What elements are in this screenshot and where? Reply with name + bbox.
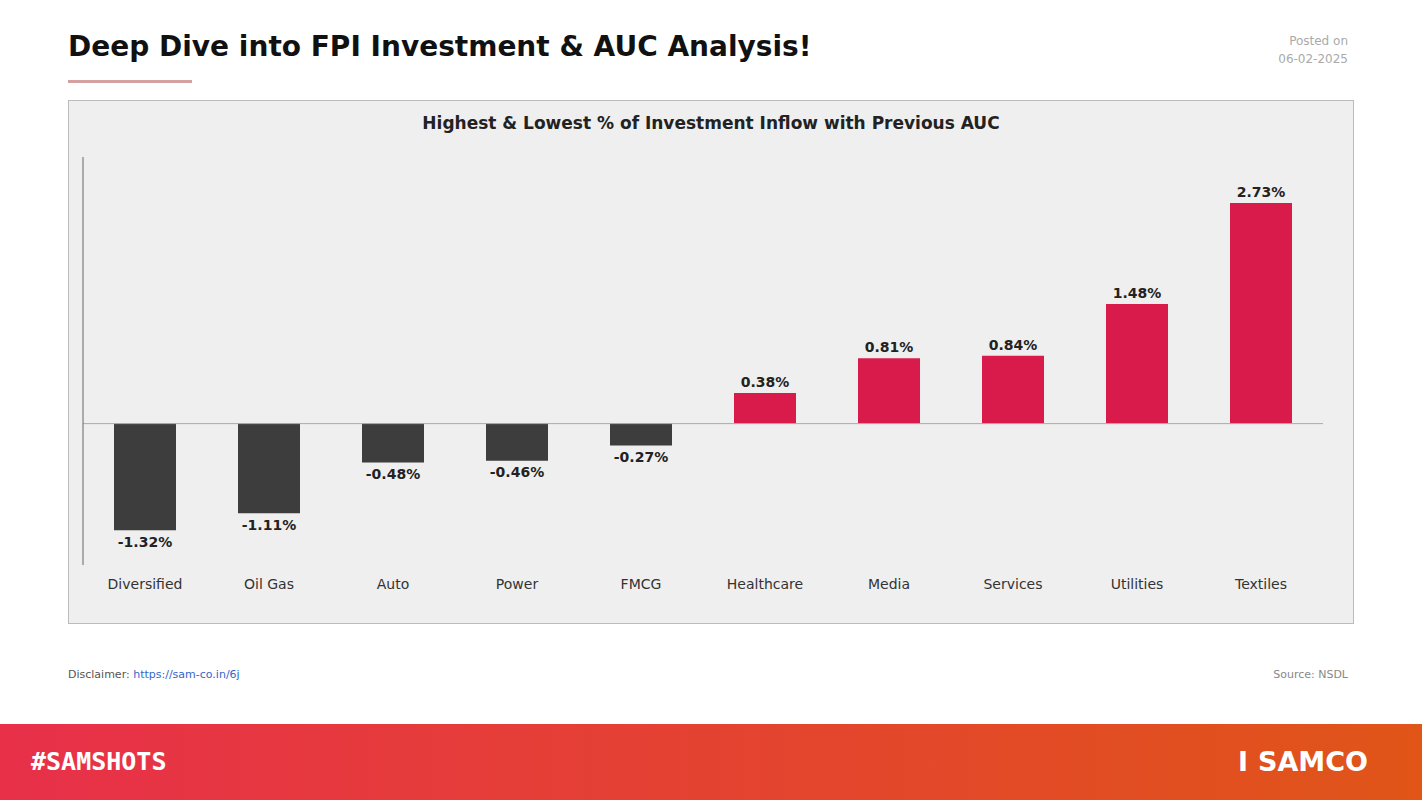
html-text:Ӏ SAMCO: Ӏ SAMCO xyxy=(1238,746,1368,777)
svg-text:0.81%: 0.81% xyxy=(865,339,914,355)
html-text:Disclaimer: https://sam-co.in/: Disclaimer: https://sam-co.in/6j xyxy=(68,668,240,681)
html-text:Source: NSDL: Source: NSDL xyxy=(1273,668,1348,681)
svg-text:0.84%: 0.84% xyxy=(989,337,1038,353)
svg-text:Diversified: Diversified xyxy=(108,576,183,592)
svg-text:FMCG: FMCG xyxy=(621,576,662,592)
html-text:Deep Dive into FPI Investment: Deep Dive into FPI Investment & AUC Anal… xyxy=(68,30,812,63)
html-text:#SAMSHOTS: #SAMSHOTS xyxy=(31,747,167,776)
svg-text:2.73%: 2.73% xyxy=(1237,184,1286,200)
html-text:Posted on: Posted on xyxy=(1289,34,1348,48)
html-text:Highest & Lowest % of Investme: Highest & Lowest % of Investment Inflow … xyxy=(422,113,1000,133)
svg-text:-1.32%: -1.32% xyxy=(118,534,172,550)
svg-text:Auto: Auto xyxy=(377,576,410,592)
svg-text:Healthcare: Healthcare xyxy=(727,576,803,592)
svg-text:1.48%: 1.48% xyxy=(1113,285,1162,301)
svg-text:Oil Gas: Oil Gas xyxy=(244,576,294,592)
svg-text:Utilities: Utilities xyxy=(1111,576,1164,592)
svg-text:0.38%: 0.38% xyxy=(741,374,790,390)
svg-text:Services: Services xyxy=(983,576,1042,592)
svg-text:-0.46%: -0.46% xyxy=(490,464,544,480)
svg-text:Power: Power xyxy=(496,576,539,592)
html-text:06-02-2025: 06-02-2025 xyxy=(1278,52,1348,66)
svg-text:Media: Media xyxy=(868,576,910,592)
svg-text:-1.11%: -1.11% xyxy=(242,517,296,533)
svg-text:-0.27%: -0.27% xyxy=(614,449,668,465)
svg-text:Textiles: Textiles xyxy=(1234,576,1287,592)
svg-text:-0.48%: -0.48% xyxy=(366,466,420,482)
